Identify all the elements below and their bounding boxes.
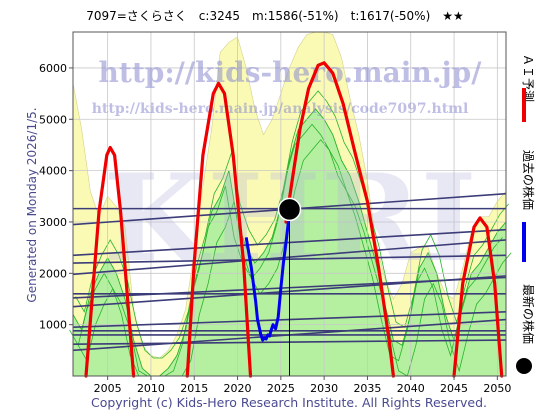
past-price-line (244, 209, 291, 342)
chart-series (84, 61, 504, 378)
watermark-url: http://kids-hero.main.jp/ (99, 56, 483, 89)
x-axis-ticks: 2005 2010 2015 2020 2025 2030 2035 2040 2045 2050 (94, 376, 511, 395)
y-tick-label-2000: 2000 (39, 267, 67, 280)
latest-marker-group (277, 197, 302, 376)
green-band-line-1 (75, 90, 509, 359)
y-tick-label-5000: 5000 (39, 113, 67, 126)
x-tick-label-2045: 2045 (440, 382, 468, 395)
x-tick-label-2005: 2005 (94, 382, 122, 395)
plot-frame (72, 31, 507, 377)
x-tick-label-2040: 2040 (397, 382, 425, 395)
legend-latest-price-label: 最新の株価 (521, 284, 536, 344)
legend-past-price-label: 過去の株価 (521, 150, 536, 210)
x-tick-label-2015: 2015 (180, 382, 208, 395)
ai-forecast-segment-1 (84, 145, 136, 378)
ai-forecast-segment-2 (185, 81, 253, 378)
y-tick-label-4000: 4000 (39, 165, 67, 178)
ai-forecast-segment-4 (452, 216, 504, 378)
x-tick-label-2035: 2035 (353, 382, 381, 395)
legend-latest-price-swatch (516, 358, 532, 374)
generated-date-label: Generated on Monday 2026/1/5. (25, 107, 39, 302)
watermark-url-detail: http://kids-hero.main.jp/analysis/code70… (92, 101, 469, 117)
y-tick-label-3000: 3000 (39, 216, 67, 229)
grid-lines (73, 32, 506, 376)
ai-forecast-segment-3 (284, 61, 395, 378)
x-tick-label-2030: 2030 (310, 382, 338, 395)
y-axis-ticks: 1000 2000 3000 4000 5000 6000 (39, 62, 73, 332)
x-tick-label-2050: 2050 (483, 382, 511, 395)
latest-price-marker (277, 197, 302, 222)
legend: ＡＩ予測 過去の株価 最新の株価 (516, 54, 536, 374)
copyright-text: Copyright (c) Kids-Hero Research Institu… (91, 395, 487, 410)
y-tick-label-1000: 1000 (39, 319, 67, 332)
y-tick-label-6000: 6000 (39, 62, 67, 75)
chart-title: 7097=さくらさく c:3245 m:1586(-51%) t:1617(-5… (86, 9, 464, 23)
x-tick-label-2020: 2020 (224, 382, 252, 395)
x-tick-label-2025: 2025 (267, 382, 295, 395)
x-tick-label-2010: 2010 (137, 382, 165, 395)
